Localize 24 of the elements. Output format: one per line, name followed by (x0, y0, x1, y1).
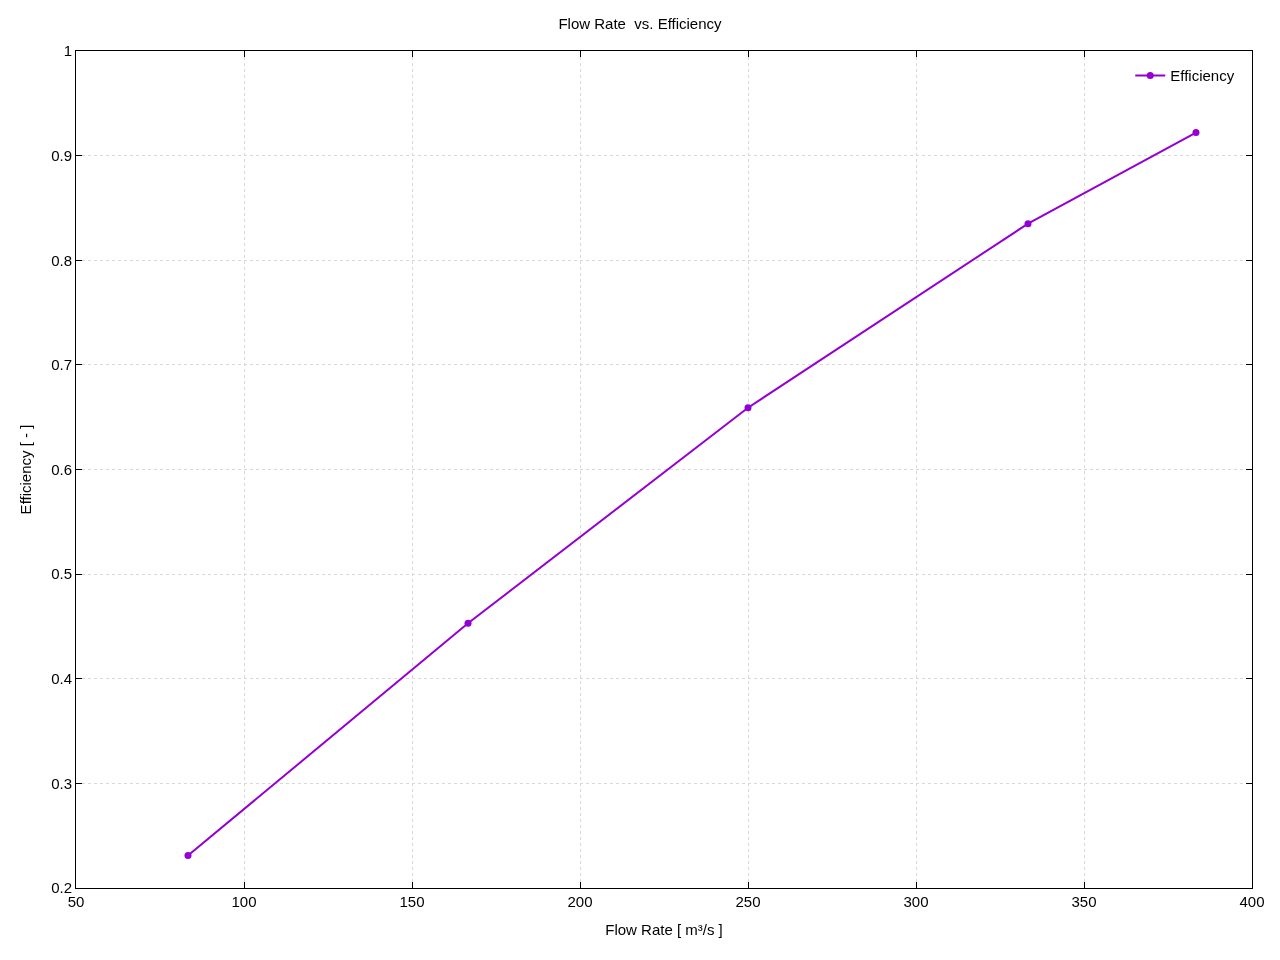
y-tick-label: 0.4 (51, 670, 72, 687)
x-axis-title: Flow Rate [ m³/s ] (605, 921, 723, 938)
x-tick-label: 150 (399, 893, 425, 910)
y-tick-label: 0.6 (51, 460, 72, 478)
x-tick-label: 300 (903, 893, 929, 910)
y-tick-label: 0.8 (51, 251, 72, 269)
point (184, 852, 192, 860)
point (1192, 129, 1200, 137)
point (744, 404, 752, 412)
x-tick-label: 400 (1239, 893, 1265, 910)
y-tick-label: 0.5 (51, 565, 72, 583)
x-tick-label: 100 (231, 893, 257, 910)
x-tick-label: 350 (1071, 893, 1097, 910)
y-axis-title: Efficiency [ - ] (17, 424, 35, 515)
point (1024, 220, 1032, 228)
chart-title: Flow Rate vs. Efficiency (558, 15, 723, 33)
point (464, 619, 472, 627)
x-tick-label: 250 (735, 893, 761, 910)
y-tick-label: 0.9 (51, 146, 72, 164)
y-tick-label: 1 (63, 42, 72, 60)
y-tick-label: 0.7 (51, 356, 72, 374)
legend-label: Efficiency (1170, 67, 1235, 85)
x-tick-label: 200 (567, 893, 593, 910)
y-tick-label: 0.3 (51, 774, 72, 792)
